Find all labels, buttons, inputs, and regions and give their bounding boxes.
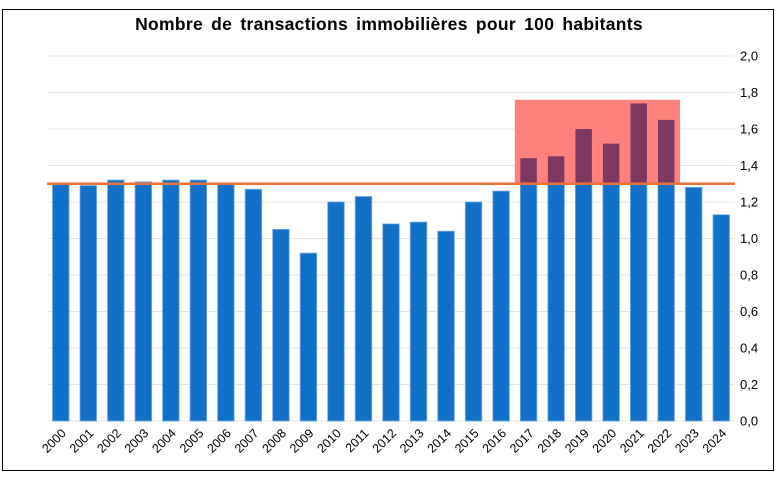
x-label-2018: 2018 [535, 426, 565, 456]
bar-2007 [244, 188, 263, 422]
x-label-2001: 2001 [67, 426, 97, 456]
x-label-2016: 2016 [480, 426, 510, 456]
x-label-2006: 2006 [204, 426, 234, 456]
bar-2020-above-average [602, 143, 620, 184]
bar-2014 [437, 230, 455, 422]
x-label-2007: 2007 [232, 426, 262, 456]
x-label-2011: 2011 [343, 426, 372, 455]
bar-2017 [519, 183, 538, 422]
bar-2003 [134, 181, 152, 422]
bar-2018 [547, 183, 565, 422]
bar-2004 [162, 179, 180, 422]
y-tick-label: 0,6 [740, 304, 758, 319]
bar-2010 [327, 201, 345, 422]
bar-2008 [272, 228, 290, 422]
highlight-zone [514, 99, 680, 184]
x-label-2020: 2020 [590, 426, 620, 456]
y-tick-label: 1,0 [740, 231, 758, 246]
bar-2022-above-average [657, 119, 675, 184]
x-label-2021: 2021 [617, 426, 647, 456]
y-tick-label: 0,8 [740, 268, 758, 283]
y-tick-label: 2,0 [740, 49, 758, 64]
bar-2019-above-average [575, 129, 592, 184]
bar-2002 [107, 179, 125, 422]
x-label-2013: 2013 [397, 426, 427, 456]
y-tick-label: 1,8 [740, 85, 758, 100]
bar-2009 [299, 252, 318, 422]
bar-2000 [52, 183, 70, 422]
x-label-2003: 2003 [122, 426, 152, 456]
x-label-2024: 2024 [700, 426, 730, 456]
x-label-2023: 2023 [672, 426, 702, 456]
y-tick-label: 0,0 [740, 414, 758, 429]
bar-2017-above-average [520, 158, 537, 184]
chart-title: Nombre de transactions immobilières pour… [135, 14, 643, 34]
bar-2023 [685, 186, 703, 422]
x-label-2012: 2012 [370, 426, 400, 456]
bar-2020 [602, 183, 620, 422]
y-tick-label: 1,2 [740, 195, 758, 210]
bar-2012 [382, 223, 400, 422]
bar-2006 [217, 183, 235, 422]
x-label-2017: 2017 [507, 426, 537, 456]
bar-2019 [574, 183, 593, 422]
y-tick-label: 1,6 [740, 122, 758, 137]
x-label-2010: 2010 [315, 426, 345, 456]
bar-2015 [464, 201, 483, 422]
x-label-2022: 2022 [645, 426, 675, 456]
y-tick-label: 1,4 [740, 158, 758, 173]
x-label-2009: 2009 [287, 426, 317, 456]
y-tick-label: 0,2 [740, 377, 758, 392]
bar-2001 [79, 185, 97, 422]
bar-2005 [189, 179, 208, 422]
x-label-2002: 2002 [94, 426, 124, 456]
bar-2016 [492, 190, 510, 422]
bar-2011 [354, 196, 373, 422]
x-label-2008: 2008 [259, 426, 289, 456]
x-label-2015: 2015 [452, 426, 482, 456]
x-label-2014: 2014 [425, 426, 455, 456]
y-tick-label: 0,4 [740, 341, 758, 356]
x-label-2005: 2005 [177, 426, 207, 456]
bar-2018-above-average [547, 156, 565, 184]
bar-2024 [712, 214, 730, 422]
bar-2021-above-average [630, 103, 647, 184]
x-label-2004: 2004 [149, 426, 179, 456]
x-label-2000: 2000 [39, 426, 69, 456]
x-label-2019: 2019 [562, 426, 592, 456]
bar-2021 [630, 183, 648, 422]
bar-2013 [409, 221, 428, 422]
bar-2022 [657, 183, 675, 422]
